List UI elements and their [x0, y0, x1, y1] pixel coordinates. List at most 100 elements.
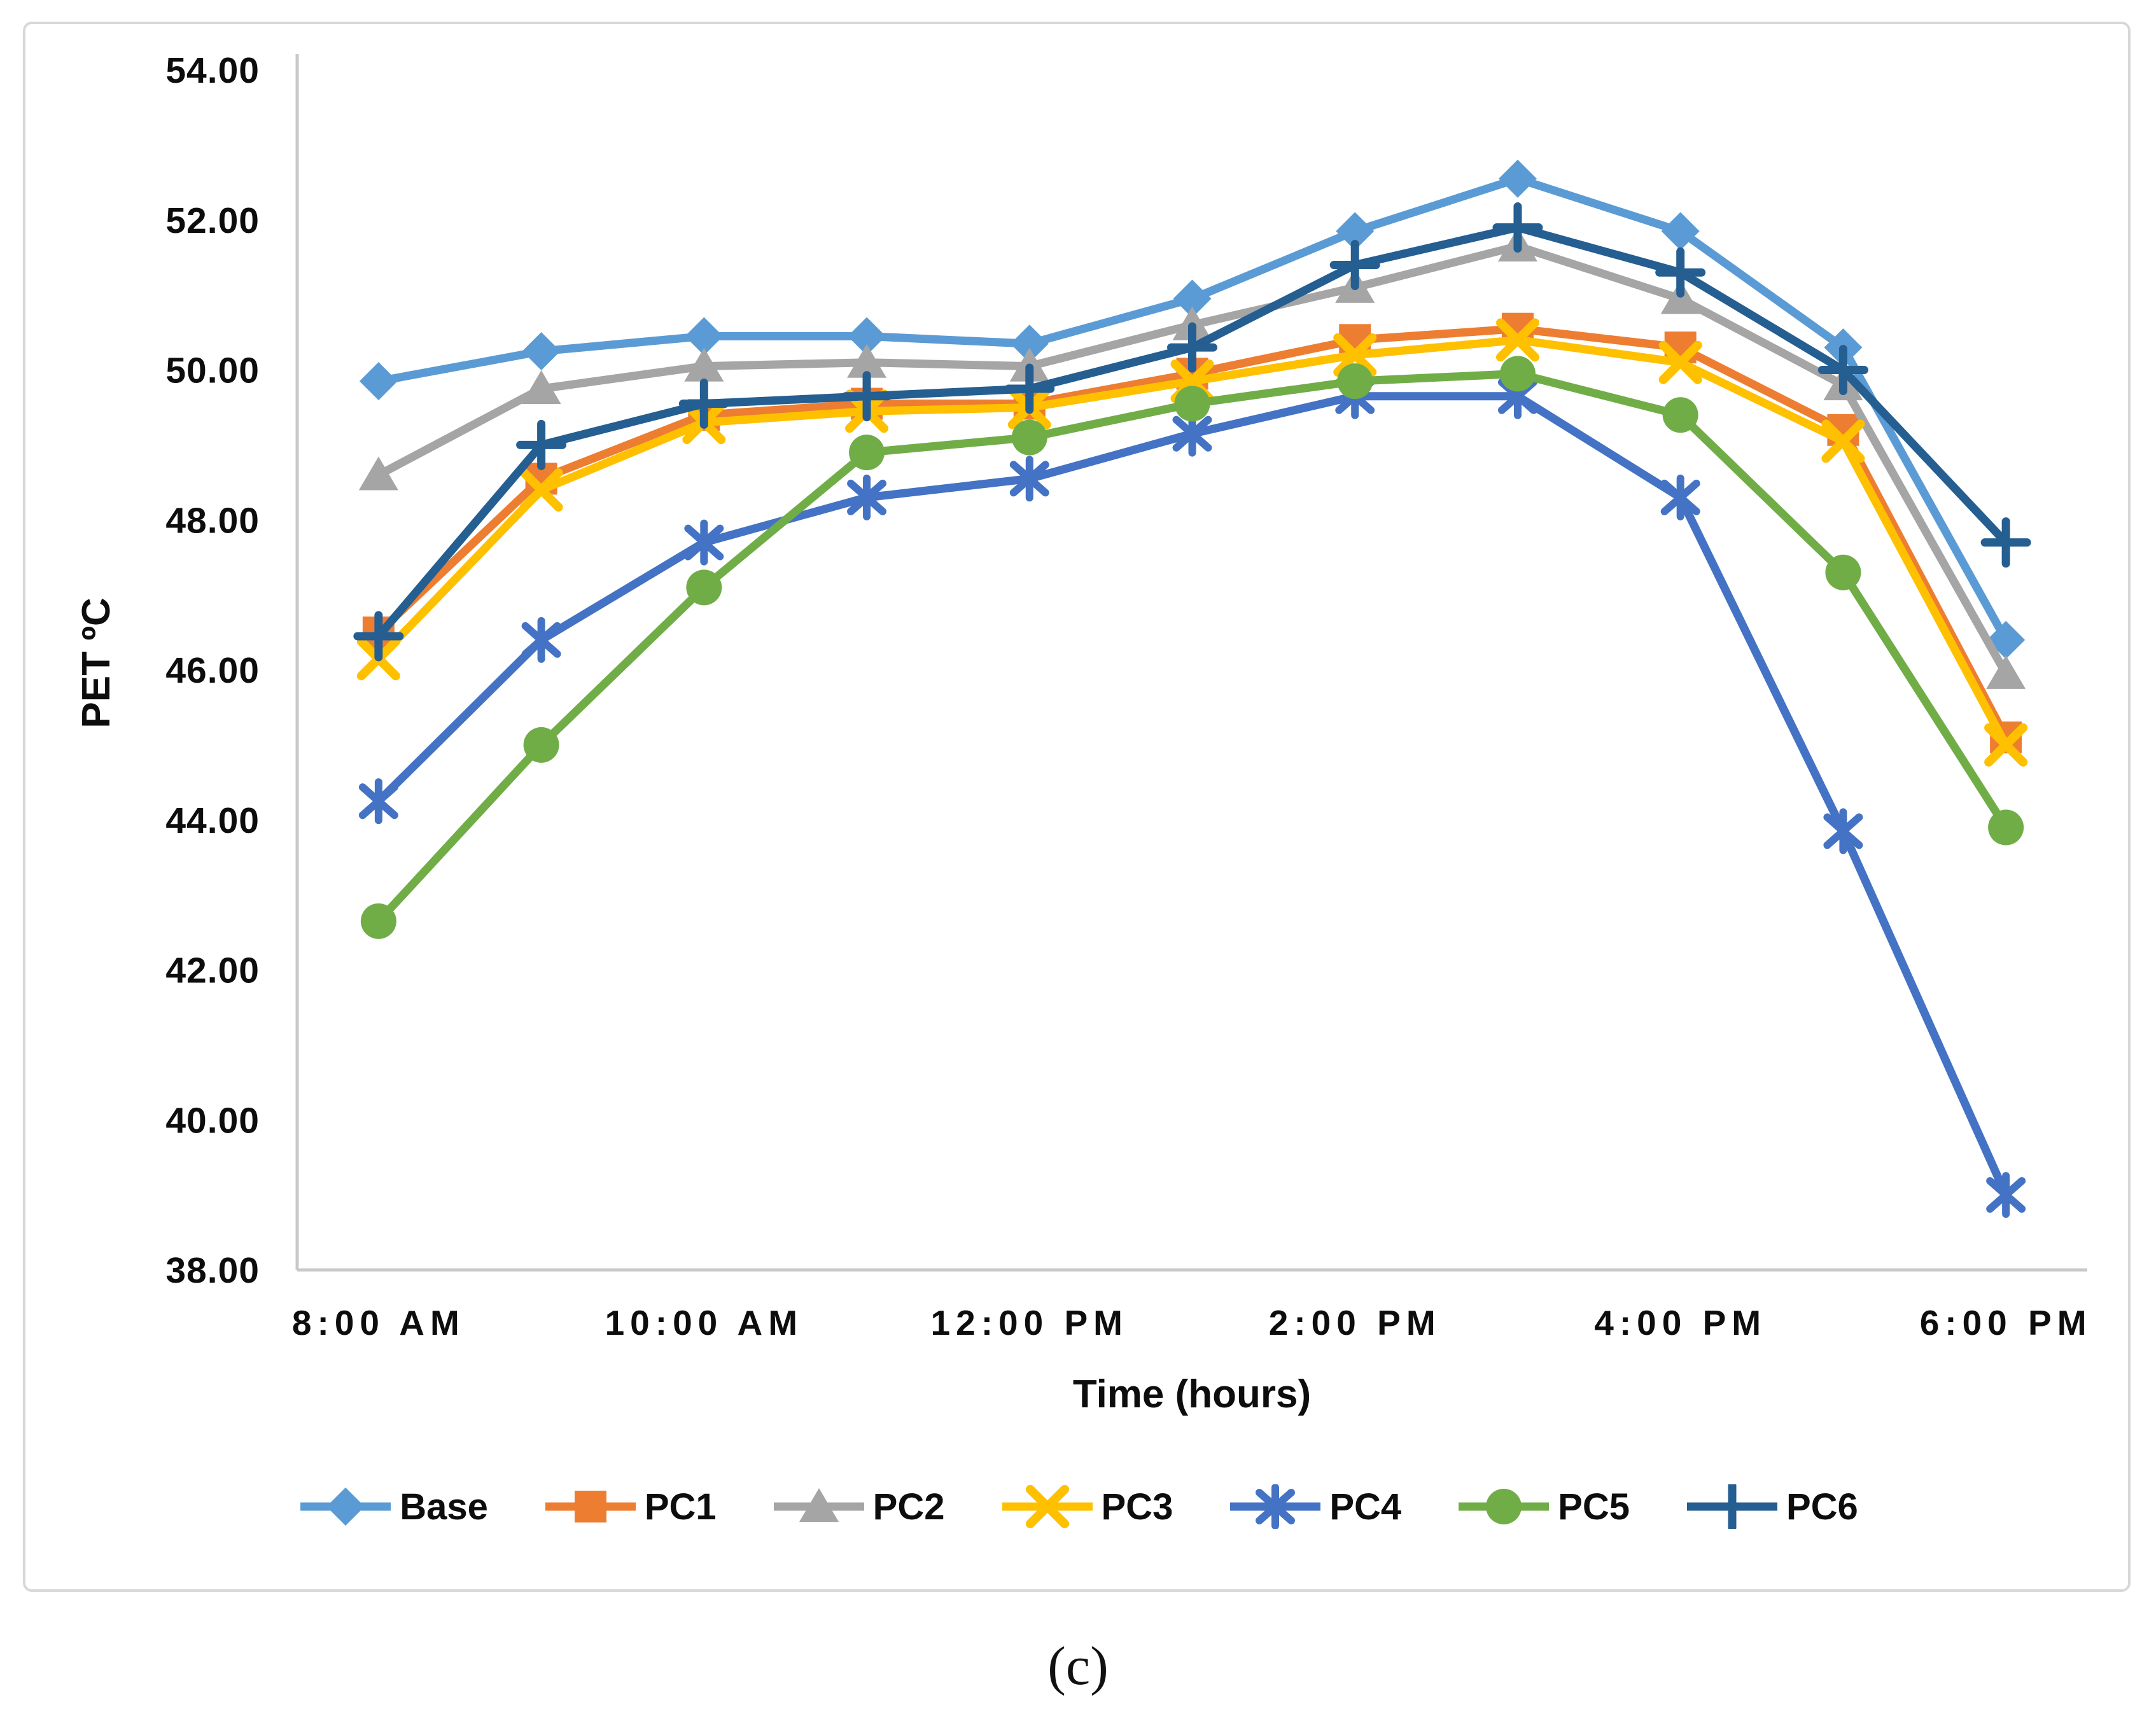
legend-marker-Base [326, 1488, 365, 1526]
marker-Base-2 [685, 317, 724, 356]
legend-label-PC6: PC6 [1786, 1486, 1858, 1528]
legend-marker-PC3 [1025, 1485, 1069, 1528]
marker-Base-4 [1010, 324, 1049, 363]
marker-PC6-6 [1329, 239, 1380, 290]
x-tick-label-2: 10:00 AM [605, 1303, 803, 1342]
legend-key-asterisk-icon [1230, 1484, 1321, 1529]
marker-PC4-4 [1009, 456, 1049, 502]
marker-Base-5 [1173, 279, 1212, 318]
marker-PC4-1 [521, 617, 561, 663]
marker-PC2-1 [521, 370, 561, 404]
x-tick-label-0: 8:00 AM [292, 1303, 465, 1342]
legend-label-PC3: PC3 [1101, 1486, 1173, 1528]
legend-item-PC6: PC6 [1684, 1484, 1858, 1529]
marker-PC6-9 [1817, 345, 1868, 395]
marker-PC2-2 [684, 347, 724, 382]
marker-PC4-9 [1823, 808, 1863, 854]
marker-PC6-3 [841, 371, 892, 422]
legend-key-triangle-icon [773, 1488, 864, 1522]
marker-PC3-9 [1821, 419, 1865, 463]
marker-PC5-4 [1011, 419, 1047, 456]
y-tick-label-44.00: 44.00 [165, 800, 260, 841]
marker-Base-0 [359, 362, 398, 401]
series-line-PC4 [374, 392, 2010, 1199]
marker-PC2-10 [1986, 655, 2026, 689]
marker-PC2-0 [358, 456, 398, 491]
marker-PC6-10 [1980, 517, 2031, 568]
marker-Base-3 [848, 317, 886, 356]
legend-marker-PC4 [1256, 1484, 1296, 1529]
y-tick-label-46.00: 46.00 [165, 650, 260, 691]
legend-item-PC4: PC4 [1228, 1484, 1401, 1529]
legend-marker-PC5 [1486, 1489, 1522, 1524]
y-tick-label-52.00: 52.00 [165, 200, 260, 241]
marker-PC5-3 [849, 435, 885, 471]
marker-PC5-1 [523, 727, 559, 763]
marker-Base-7 [1498, 159, 1537, 198]
marker-Base-8 [1661, 212, 1700, 251]
legend-label-PC1: PC1 [644, 1486, 717, 1528]
y-axis-title: PET ºC [74, 597, 118, 728]
marker-PC5-8 [1662, 397, 1698, 433]
marker-PC6-2 [678, 379, 729, 429]
y-tick-label-42.00: 42.00 [165, 951, 260, 991]
marker-PC5-9 [1825, 554, 1861, 590]
figure-caption: (c) [1047, 1635, 1109, 1696]
marker-PC6-5 [1167, 322, 1217, 373]
marker-PC3-7 [1495, 318, 1539, 362]
chart-svg: 38.00 40.00 42.00 44.00 46.00 48.00 50.00 52.00… [74, 50, 2092, 1416]
y-tick-label-48.00: 48.00 [165, 500, 260, 541]
marker-PC4-0 [358, 778, 398, 825]
marker-PC3-1 [519, 468, 563, 512]
legend-item-PC2: PC2 [771, 1484, 945, 1529]
legend-marker-PC2 [799, 1488, 839, 1522]
legend-key-square-icon [545, 1491, 636, 1522]
legend-item-Base: Base [298, 1484, 488, 1529]
marker-PC4-10 [1986, 1172, 2026, 1218]
marker-PC3-6 [1333, 333, 1377, 377]
y-tick-label-38.00: 38.00 [165, 1250, 260, 1291]
legend-key-plus-icon [1686, 1484, 1777, 1529]
legend: Base PC1 PC2 PC3 PC4 PC5 PC6 [0, 1468, 2156, 1545]
marker-PC6-0 [353, 611, 404, 662]
marker-PC5-0 [360, 903, 396, 939]
x-tick-label-8: 4:00 PM [1594, 1303, 1767, 1342]
legend-item-PC1: PC1 [543, 1484, 717, 1529]
marker-PC6-1 [516, 419, 567, 470]
marker-Base-6 [1336, 212, 1375, 251]
legend-key-diamond-icon [300, 1488, 391, 1526]
legend-label-PC5: PC5 [1558, 1486, 1630, 1528]
legend-label-PC2: PC2 [872, 1486, 945, 1528]
marker-PC6-4 [1004, 363, 1055, 414]
marker-PC5-7 [1499, 356, 1536, 392]
marker-PC3-10 [1984, 723, 2028, 767]
marker-PC5-10 [1988, 809, 2024, 846]
marker-Base-1 [522, 332, 561, 371]
y-tick-label-54.00: 54.00 [165, 50, 260, 91]
legend-marker-PC1 [574, 1491, 606, 1522]
y-tick-label-40.00: 40.00 [165, 1100, 260, 1141]
x-tick-label-10: 6:00 PM [1920, 1303, 2092, 1342]
legend-label-PC4: PC4 [1329, 1486, 1402, 1528]
y-tick-label-50.00: 50.00 [165, 351, 260, 391]
marker-PC6-8 [1655, 247, 1706, 298]
legend-key-x-icon [1002, 1485, 1093, 1528]
marker-PC4-8 [1660, 474, 1700, 520]
marker-PC5-5 [1174, 386, 1210, 422]
legend-label-Base: Base [400, 1486, 488, 1528]
x-axis-title: Time (hours) [1073, 1372, 1311, 1416]
legend-marker-PC6 [1707, 1484, 1758, 1529]
marker-PC4-3 [847, 474, 887, 520]
marker-PC5-6 [1337, 363, 1373, 400]
legend-item-PC5: PC5 [1456, 1484, 1630, 1529]
x-tick-label-6: 2:00 PM [1269, 1303, 1441, 1342]
legend-key-circle-icon [1459, 1489, 1550, 1524]
marker-PC4-2 [684, 519, 724, 566]
legend-item-PC3: PC3 [1000, 1484, 1173, 1529]
marker-PC2-3 [847, 344, 887, 378]
marker-PC6-7 [1492, 202, 1543, 253]
x-tick-label-4: 12:00 PM [931, 1303, 1128, 1342]
marker-PC3-8 [1658, 340, 1702, 384]
marker-PC5-2 [686, 569, 722, 606]
